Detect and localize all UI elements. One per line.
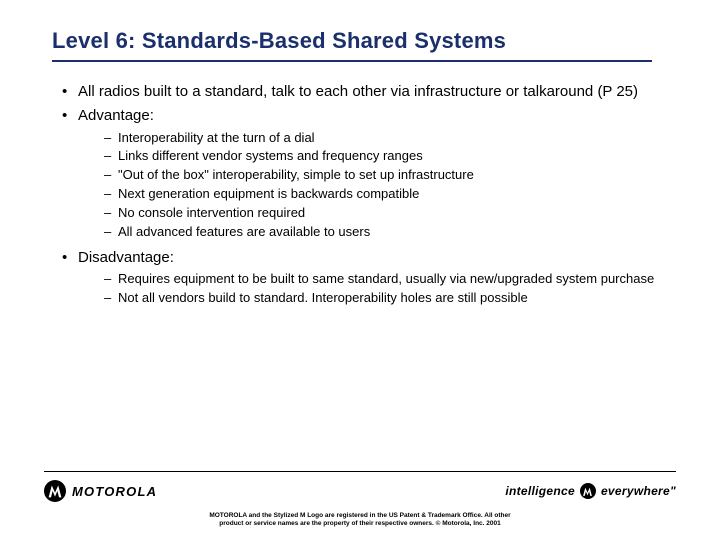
legal-line: MOTOROLA and the Stylized M Logo are reg… bbox=[209, 512, 510, 519]
sub-bullet-item: Next generation equipment is backwards c… bbox=[104, 185, 662, 204]
bullet-item: Advantage: Interoperability at the turn … bbox=[62, 106, 662, 241]
bullet-list-lvl2: Interoperability at the turn of a dial L… bbox=[78, 129, 662, 242]
sub-bullet-text: Links different vendor systems and frequ… bbox=[118, 148, 423, 163]
bullet-text: Disadvantage: bbox=[78, 249, 174, 266]
footer-rule bbox=[44, 471, 676, 473]
legal-text: MOTOROLA and the Stylized M Logo are reg… bbox=[0, 512, 720, 528]
bullet-list-lvl2: Requires equipment to be built to same s… bbox=[78, 270, 662, 308]
bullet-item: All radios built to a standard, talk to … bbox=[62, 82, 662, 102]
footer: MOTOROLA intelligence everywhere" bbox=[44, 476, 676, 506]
sub-bullet-text: All advanced features are available to u… bbox=[118, 224, 370, 239]
brand-left: MOTOROLA bbox=[44, 480, 157, 502]
sub-bullet-item: Not all vendors build to standard. Inter… bbox=[104, 289, 662, 308]
sub-bullet-text: Requires equipment to be built to same s… bbox=[118, 271, 654, 286]
tagline-left: intelligence bbox=[505, 484, 575, 498]
sub-bullet-text: Interoperability at the turn of a dial bbox=[118, 130, 315, 145]
sub-bullet-text: "Out of the box" interoperability, simpl… bbox=[118, 167, 474, 182]
sub-bullet-text: Next generation equipment is backwards c… bbox=[118, 186, 419, 201]
bullet-text: Advantage: bbox=[78, 107, 154, 124]
tagline-right: everywhere" bbox=[601, 484, 676, 498]
brand-wordmark: MOTOROLA bbox=[72, 484, 157, 499]
sub-bullet-item: Links different vendor systems and frequ… bbox=[104, 147, 662, 166]
sub-bullet-text: Not all vendors build to standard. Inter… bbox=[118, 290, 528, 305]
legal-line: product or service names are the propert… bbox=[219, 520, 501, 527]
sub-bullet-item: All advanced features are available to u… bbox=[104, 223, 662, 242]
motorola-logo-icon bbox=[580, 483, 596, 499]
brand-right: intelligence everywhere" bbox=[505, 483, 676, 499]
sub-bullet-item: "Out of the box" interoperability, simpl… bbox=[104, 166, 662, 185]
sub-bullet-item: No console intervention required bbox=[104, 204, 662, 223]
bullet-text: All radios built to a standard, talk to … bbox=[78, 83, 638, 100]
sub-bullet-item: Requires equipment to be built to same s… bbox=[104, 270, 662, 289]
title-underline bbox=[52, 60, 652, 62]
slide: Level 6: Standards-Based Shared Systems … bbox=[0, 0, 720, 540]
bullet-item: Disadvantage: Requires equipment to be b… bbox=[62, 248, 662, 308]
slide-body: All radios built to a standard, talk to … bbox=[62, 82, 662, 314]
sub-bullet-text: No console intervention required bbox=[118, 205, 305, 220]
motorola-logo-icon bbox=[44, 480, 66, 502]
sub-bullet-item: Interoperability at the turn of a dial bbox=[104, 129, 662, 148]
bullet-list-lvl1: All radios built to a standard, talk to … bbox=[62, 82, 662, 308]
slide-title: Level 6: Standards-Based Shared Systems bbox=[52, 28, 506, 54]
